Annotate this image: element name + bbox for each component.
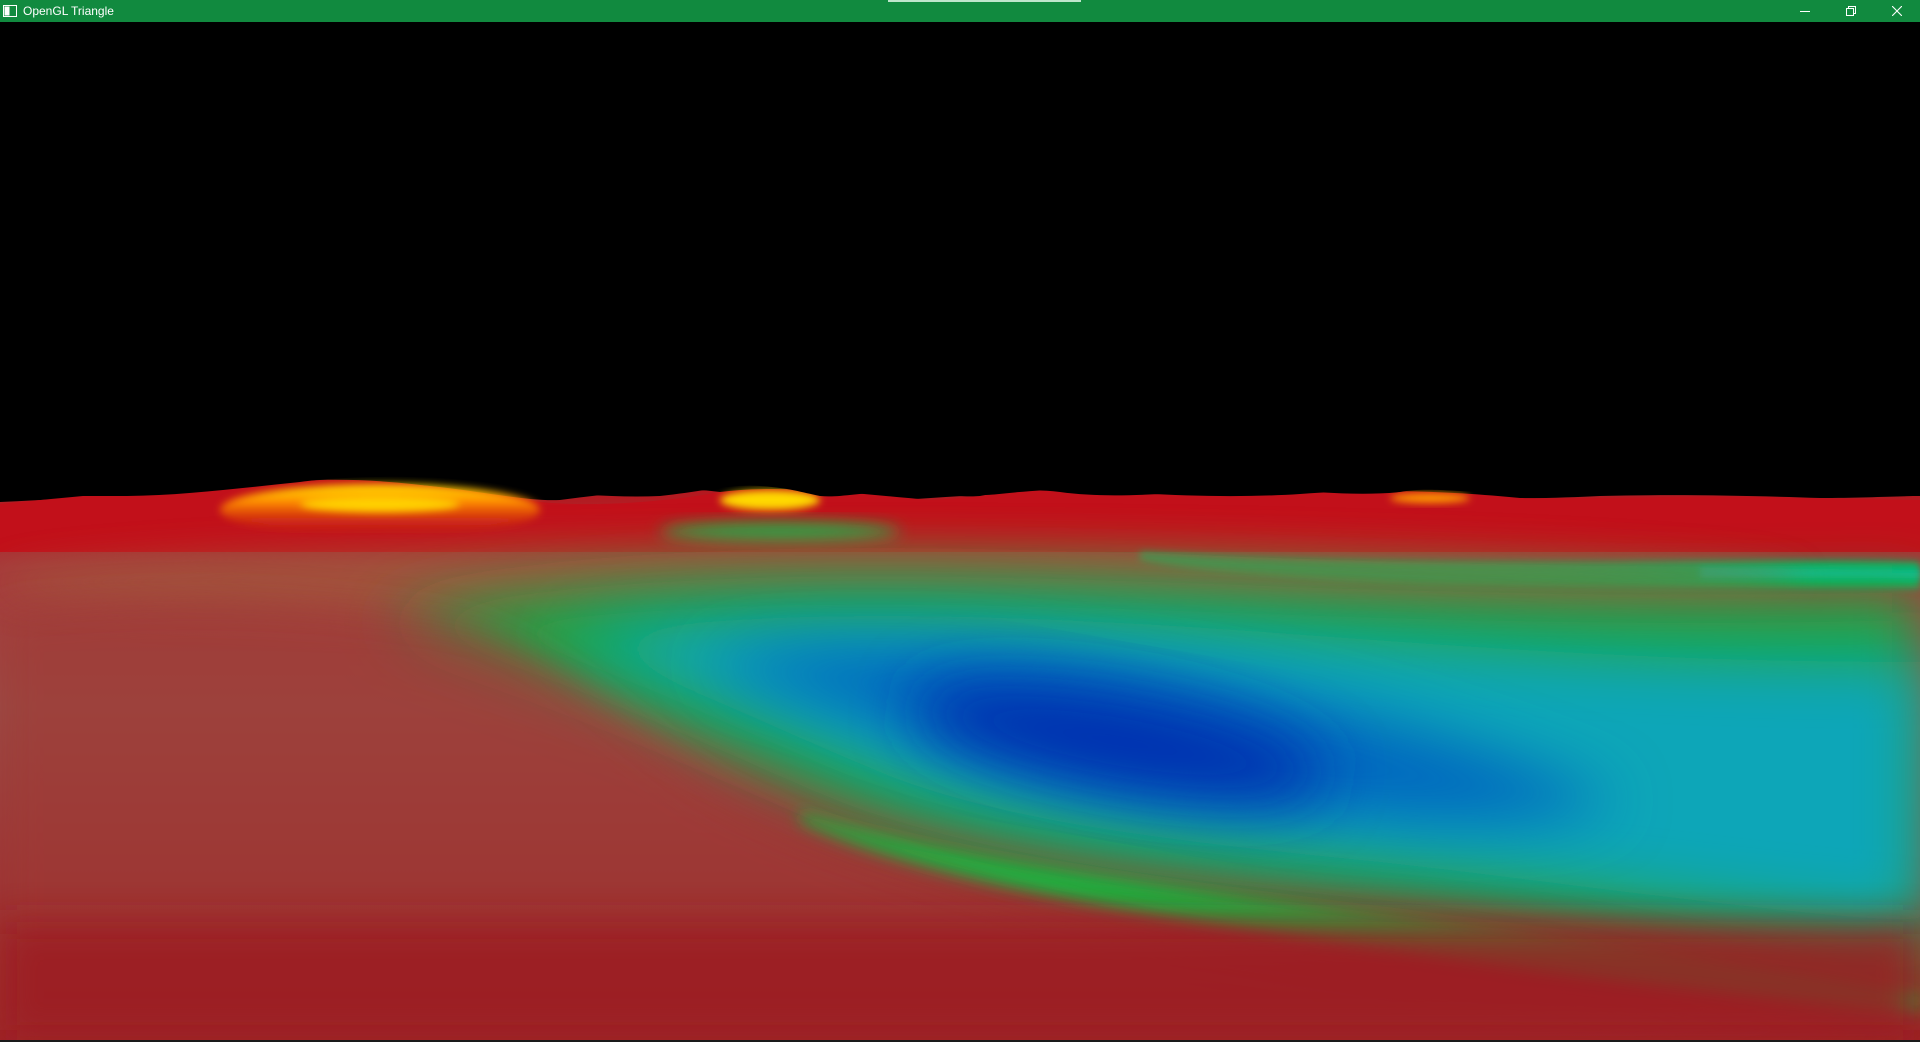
opengl-render-viewport[interactable] bbox=[0, 22, 1920, 1042]
terrain-render bbox=[0, 22, 1920, 1042]
title-bar[interactable]: OpenGL Triangle bbox=[0, 0, 1920, 22]
close-icon bbox=[1892, 6, 1902, 16]
window-bottom-edge bbox=[0, 1040, 1920, 1042]
minimize-icon bbox=[1800, 11, 1810, 12]
caption-buttons bbox=[1782, 0, 1920, 22]
restore-button[interactable] bbox=[1828, 0, 1874, 22]
minimize-button[interactable] bbox=[1782, 0, 1828, 22]
title-bar-highlight bbox=[888, 0, 1081, 2]
close-button[interactable] bbox=[1874, 0, 1920, 22]
restore-icon bbox=[1846, 6, 1856, 16]
window-title: OpenGL Triangle bbox=[23, 4, 114, 18]
app-window-icon[interactable] bbox=[3, 5, 17, 17]
